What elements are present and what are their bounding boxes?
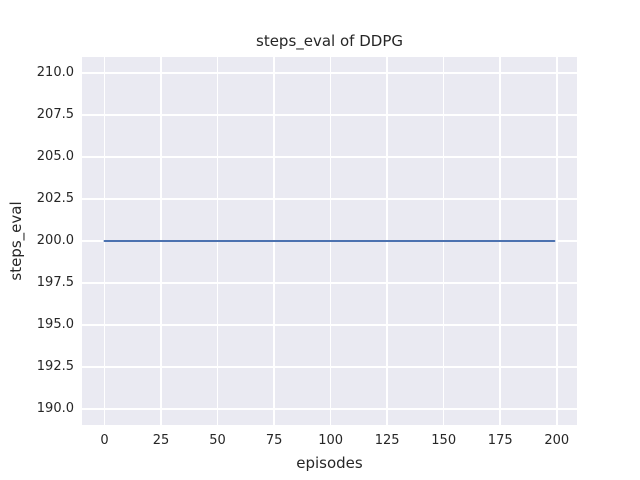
y-gridline [82, 72, 577, 74]
y-tick-label: 207.5 [36, 106, 74, 122]
x-tick-label: 75 [265, 433, 283, 448]
y-tick-label: 192.5 [36, 358, 74, 374]
y-tick-label: 200.0 [36, 232, 74, 248]
y-gridline [82, 408, 577, 410]
x-tick-label: 175 [487, 433, 513, 448]
plot-area [82, 57, 577, 425]
y-tick-label: 195.0 [36, 316, 74, 332]
y-tick-label: 205.0 [36, 148, 74, 164]
y-gridline [82, 156, 577, 158]
x-tick-label: 50 [209, 433, 226, 448]
chart-title: steps_eval of DDPG [256, 32, 403, 50]
y-axis-label: steps_eval [6, 201, 25, 281]
series-layer [103, 240, 556, 242]
y-gridline [82, 198, 577, 200]
y-gridline [82, 282, 577, 284]
x-tick-label: 0 [100, 433, 109, 448]
y-tick-label: 202.5 [36, 190, 74, 206]
y-gridline [82, 114, 577, 116]
y-tick-label: 190.0 [36, 400, 74, 416]
x-axis-label: episodes [296, 454, 363, 472]
x-tick-label: 125 [374, 433, 400, 448]
x-tick-label: 200 [544, 433, 570, 448]
x-tick-label: 25 [152, 433, 170, 448]
y-tick-label: 197.5 [36, 274, 74, 290]
y-gridline [82, 366, 577, 368]
x-tick-label: 150 [431, 433, 457, 448]
y-tick-label: 210.0 [36, 64, 74, 80]
y-gridline [82, 324, 577, 326]
x-tick-label: 100 [318, 433, 344, 448]
